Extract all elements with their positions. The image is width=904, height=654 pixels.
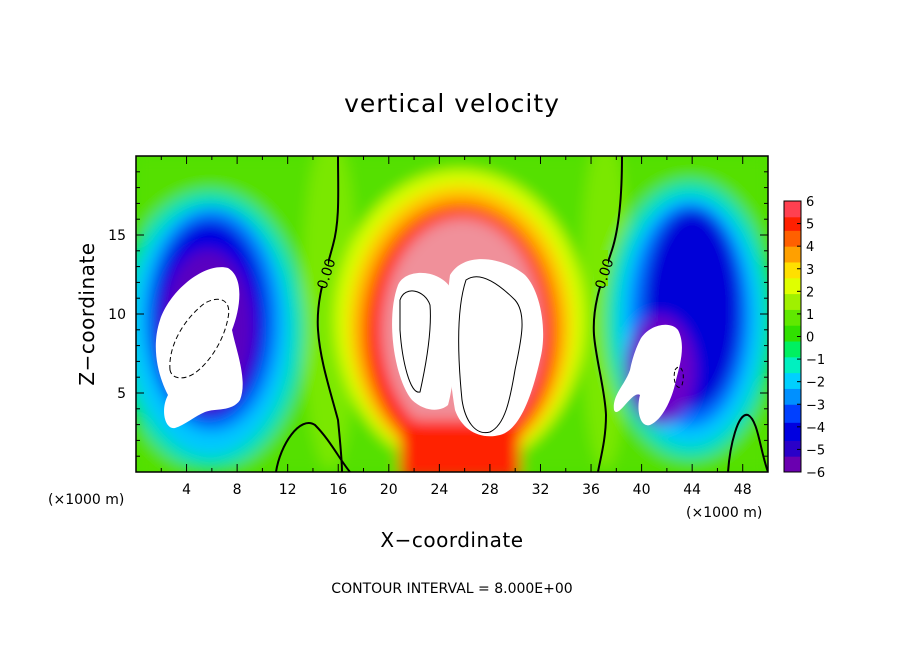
x-tick-label: 36: [582, 482, 600, 498]
zero-contour-left: [316, 156, 343, 472]
y-axis-label: Z−coordinate: [75, 242, 99, 385]
y-tick-label: 10: [108, 307, 126, 323]
colorbar-swatch: [784, 309, 801, 326]
positive-contour-center-right: [458, 276, 523, 434]
contour-label-bg-right: [594, 250, 608, 286]
colorbar-tick-label: 4: [806, 240, 814, 255]
colorbar-swatch: [784, 356, 801, 374]
zero-contour-bottom-a: [275, 422, 351, 472]
colorbar-swatch: [784, 261, 801, 279]
colorbar-tick-label: 1: [806, 308, 814, 323]
y-tick-label: 15: [108, 228, 126, 244]
x-unit-label-left: (×1000 m): [48, 492, 124, 508]
negative-contour-left: [169, 298, 230, 379]
colorbar-tick-label: −4: [806, 421, 825, 436]
zero-contour-bottom-b: [727, 413, 768, 472]
x-axis-label: X−coordinate: [380, 528, 523, 552]
y-tick-label: 5: [117, 386, 126, 402]
x-tick-label: 40: [633, 482, 651, 498]
colorbar-swatch: [784, 216, 801, 231]
x-tick-label: 24: [430, 482, 448, 498]
colorbar-swatch: [784, 230, 801, 247]
colorbar-tick-label: −6: [806, 466, 825, 481]
colorbar-swatch: [784, 404, 801, 423]
colorbar-tick-label: −3: [806, 398, 825, 413]
x-tick-label: 32: [532, 482, 550, 498]
plot-area: [136, 156, 768, 472]
colorbar-tick-label: 5: [806, 218, 814, 233]
colorbar-tick-label: 2: [806, 285, 814, 300]
colorbar-swatch: [784, 341, 801, 358]
colorbar-swatch: [784, 325, 801, 342]
colorbar-swatch: [784, 201, 801, 218]
downdraft-core-right: [613, 324, 682, 426]
colorbar-swatch: [784, 456, 801, 473]
colorbar-tick-label: −5: [806, 443, 825, 458]
colorbar-swatch: [784, 246, 801, 263]
colorbar-swatch: [784, 388, 801, 405]
x-axis: 4 8 12 16 20 24 28 32 36 40 44 48: [160, 156, 752, 498]
contour-interval-footer: CONTOUR INTERVAL = 8.000E+00: [331, 581, 572, 597]
y-axis: 5 10 15: [108, 171, 768, 457]
negative-contour-right: [673, 366, 684, 388]
colorbar-swatch: [784, 277, 801, 295]
colorbar-tick-label: 3: [806, 263, 814, 278]
colorbar-swatch: [784, 440, 801, 457]
x-tick-label: 20: [380, 482, 398, 498]
colorbar: 6 5 4 3 2 1 0 −1 −2 −3 −4 −5 −6: [783, 195, 825, 481]
colorbar-swatch: [784, 422, 801, 441]
downdraft-core-left: [155, 267, 243, 429]
colorbar-swatch: [784, 372, 801, 389]
colorbar-tick-label: −2: [806, 376, 825, 391]
colorbar-tick-label: 0: [806, 331, 814, 346]
contour-label-bg-left: [314, 250, 328, 286]
colorbar-tick-label: 6: [806, 195, 814, 210]
x-tick-label: 48: [734, 482, 752, 498]
x-tick-label: 44: [683, 482, 701, 498]
x-tick-label: 28: [481, 482, 499, 498]
x-tick-label: 8: [233, 482, 242, 498]
updraft-core-right: [447, 259, 544, 437]
x-unit-label-right: (×1000 m): [686, 505, 762, 521]
x-tick-label: 12: [279, 482, 297, 498]
x-tick-label: 16: [329, 482, 347, 498]
positive-contour-center: [399, 290, 431, 393]
chart-title: vertical velocity: [344, 89, 560, 118]
x-tick-label: 4: [182, 482, 191, 498]
colorbar-tick-label: −1: [806, 353, 825, 368]
zero-contour-right: [592, 156, 623, 472]
colorbar-swatch: [784, 293, 801, 310]
